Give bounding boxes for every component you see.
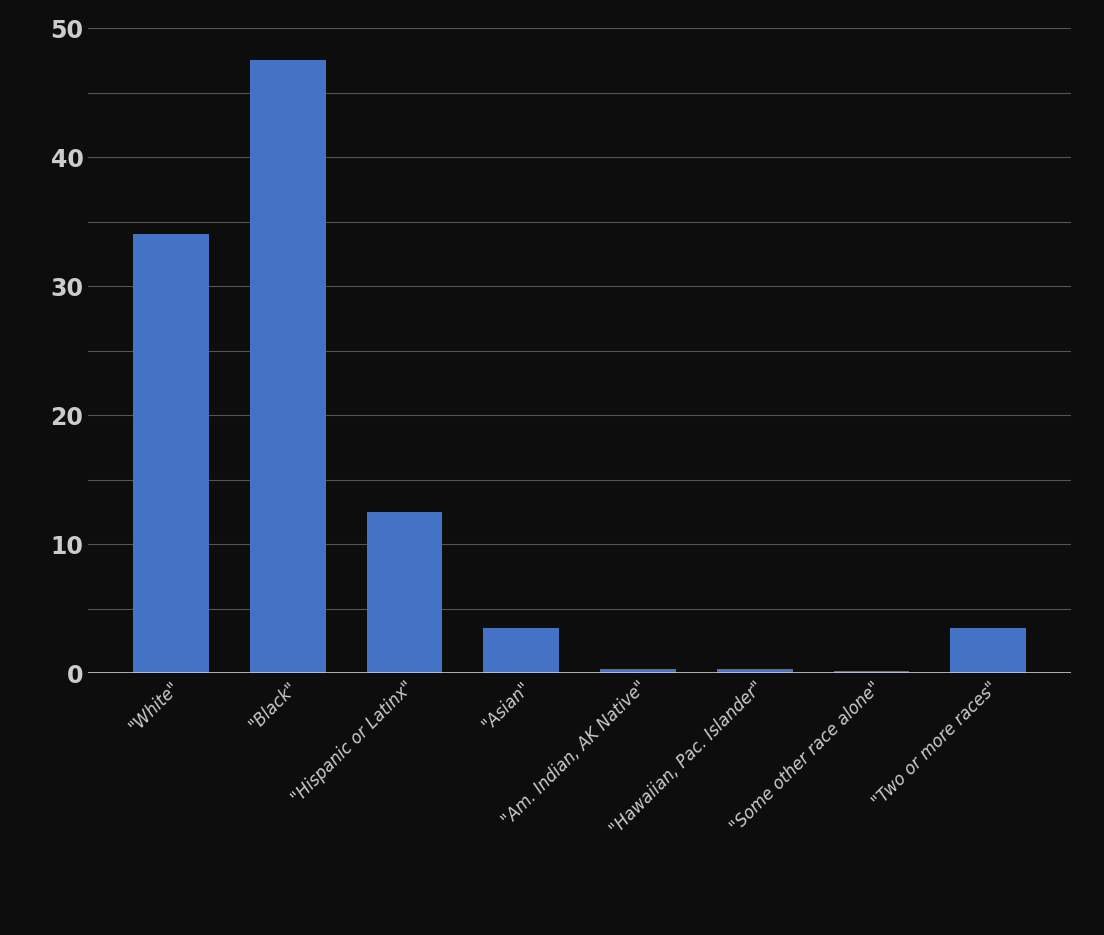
Bar [484, 628, 559, 673]
Bar [250, 61, 326, 673]
Bar [834, 670, 910, 673]
Bar [716, 669, 793, 673]
Bar [367, 512, 443, 673]
Bar [951, 628, 1027, 673]
Bar [132, 235, 209, 673]
Bar [601, 669, 676, 673]
